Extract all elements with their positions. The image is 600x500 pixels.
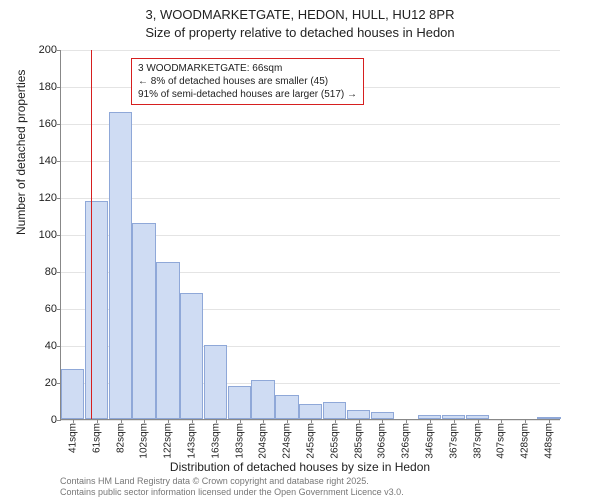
histogram-bar [275,395,298,419]
ytick-mark [57,346,61,347]
chart-container: 3, WOODMARKETGATE, HEDON, HULL, HU12 8PR… [0,0,600,500]
title-line-2: Size of property relative to detached ho… [0,24,600,42]
gridline [61,161,560,162]
histogram-bar [347,410,370,419]
histogram-bar [180,293,203,419]
histogram-bar [85,201,108,419]
xtick-label: 428sqm [520,423,531,459]
xtick-label: 163sqm [210,423,221,459]
histogram-bar [132,223,155,419]
ytick-label: 100 [39,229,57,241]
ytick-mark [57,161,61,162]
plot-area: 02040608010012014016018020041sqm61sqm82s… [60,50,560,420]
ytick-mark [57,272,61,273]
ytick-mark [57,198,61,199]
histogram-bar [156,262,179,419]
y-axis-label: Number of detached properties [14,70,28,235]
ytick-mark [57,309,61,310]
xtick-label: 61sqm [91,423,102,453]
xtick-label: 407sqm [496,423,507,459]
annotation-line-1: 3 WOODMARKETGATE: 66sqm [138,62,357,75]
title-line-1: 3, WOODMARKETGATE, HEDON, HULL, HU12 8PR [0,6,600,24]
xtick-label: 143sqm [186,423,197,459]
xtick-label: 367sqm [448,423,459,459]
histogram-bar [371,412,394,419]
xtick-label: 387sqm [472,423,483,459]
ytick-mark [57,235,61,236]
ytick-label: 140 [39,155,57,167]
xtick-label: 306sqm [377,423,388,459]
xtick-label: 224sqm [282,423,293,459]
histogram-bar [299,404,322,419]
histogram-bar [109,112,132,419]
histogram-bar [204,345,227,419]
xtick-label: 102sqm [139,423,150,459]
annotation-line-3: 91% of semi-detached houses are larger (… [138,88,357,101]
histogram-bar [323,402,346,419]
ytick-mark [57,50,61,51]
ytick-label: 200 [39,44,57,56]
histogram-bar [61,369,84,419]
footnote: Contains HM Land Registry data © Crown c… [60,476,404,498]
xtick-label: 265sqm [329,423,340,459]
xtick-label: 122sqm [163,423,174,459]
xtick-label: 183sqm [234,423,245,459]
ytick-mark [57,87,61,88]
footnote-line-1: Contains HM Land Registry data © Crown c… [60,476,404,487]
xtick-label: 204sqm [258,423,269,459]
histogram-bar [251,380,274,419]
ytick-label: 60 [45,303,57,315]
gridline [61,124,560,125]
histogram-bar [228,386,251,419]
ytick-label: 160 [39,118,57,130]
xtick-label: 82sqm [115,423,126,453]
annotation-line-2: ← 8% of detached houses are smaller (45) [138,75,357,88]
ytick-label: 40 [45,340,57,352]
footnote-line-2: Contains public sector information licen… [60,487,404,498]
ytick-label: 180 [39,81,57,93]
annotation-box: 3 WOODMARKETGATE: 66sqm ← 8% of detached… [131,58,364,105]
xtick-label: 448sqm [544,423,555,459]
ytick-label: 20 [45,377,57,389]
xtick-label: 326sqm [401,423,412,459]
gridline [61,50,560,51]
xtick-label: 346sqm [425,423,436,459]
xtick-label: 41sqm [67,423,78,453]
ytick-mark [57,124,61,125]
ytick-label: 80 [45,266,57,278]
chart-title: 3, WOODMARKETGATE, HEDON, HULL, HU12 8PR… [0,0,600,41]
x-axis-label: Distribution of detached houses by size … [0,460,600,474]
xtick-label: 245sqm [306,423,317,459]
marker-line [91,50,92,419]
ytick-mark [57,420,61,421]
ytick-label: 0 [51,414,57,426]
gridline [61,198,560,199]
xtick-label: 285sqm [353,423,364,459]
ytick-label: 120 [39,192,57,204]
